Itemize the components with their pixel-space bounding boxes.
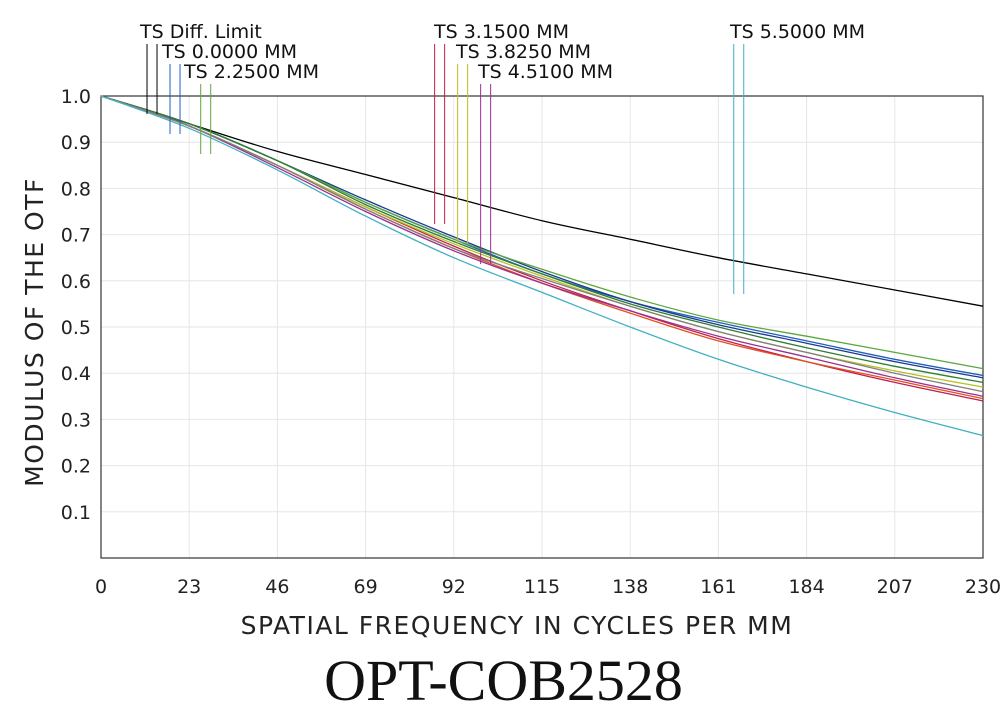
x-tick-label: 69 bbox=[354, 576, 378, 598]
legend-label: TS 2.2500 MM bbox=[183, 61, 319, 83]
x-tick-label: 161 bbox=[700, 576, 736, 598]
y-tick-label: 0.8 bbox=[61, 178, 91, 200]
y-tick-label: 0.3 bbox=[61, 409, 91, 431]
legend-label: TS 4.5100 MM bbox=[477, 61, 613, 83]
chart-caption: OPT-COB2528 bbox=[324, 648, 683, 713]
y-tick-label: 0.2 bbox=[61, 456, 91, 478]
legend-label: TS 3.1500 MM bbox=[433, 21, 569, 43]
y-axis-title: MODULUS OF THE OTF bbox=[20, 177, 49, 487]
y-tick-label: 0.5 bbox=[61, 317, 91, 339]
x-tick-label: 115 bbox=[524, 576, 560, 598]
x-tick-label: 23 bbox=[177, 576, 201, 598]
legend-label: TS 0.0000 MM bbox=[161, 41, 297, 63]
y-tick-label: 0.9 bbox=[61, 132, 91, 154]
legend-label: TS 5.5000 MM bbox=[729, 21, 865, 43]
x-tick-label: 184 bbox=[788, 576, 824, 598]
plot-area-border bbox=[100, 95, 984, 559]
series-line bbox=[100, 95, 984, 393]
y-tick-label: 0.1 bbox=[61, 502, 91, 524]
y-tick-label: 0.7 bbox=[61, 225, 91, 247]
y-tick-label: 0.4 bbox=[61, 363, 91, 385]
series-lines bbox=[100, 95, 984, 437]
grid-lines bbox=[101, 96, 983, 558]
y-axis-tick-labels: 0.1 0.2 0.3 0.4 0.5 0.6 0.7 0.8 0.9 1.0 bbox=[61, 86, 91, 524]
y-tick-label: 0.6 bbox=[61, 271, 91, 293]
x-tick-label: 207 bbox=[877, 576, 913, 598]
x-tick-label: 92 bbox=[442, 576, 466, 598]
series-line bbox=[100, 95, 984, 307]
x-tick-label: 138 bbox=[612, 576, 648, 598]
x-tick-label: 230 bbox=[965, 576, 1001, 598]
y-tick-label: 1.0 bbox=[61, 86, 91, 108]
x-tick-label: 0 bbox=[95, 576, 107, 598]
legend-label: TS Diff. Limit bbox=[139, 21, 262, 43]
legend-label: TS 3.8250 MM bbox=[455, 41, 591, 63]
x-axis-tick-labels: 0 23 46 69 92 115 138 161 184 207 230 bbox=[95, 576, 1001, 598]
series-line bbox=[100, 95, 984, 437]
series-line bbox=[100, 95, 984, 384]
x-tick-label: 46 bbox=[265, 576, 289, 598]
series-line bbox=[100, 95, 984, 397]
x-axis-title: SPATIAL FREQUENCY IN CYCLES PER MM bbox=[241, 611, 794, 640]
